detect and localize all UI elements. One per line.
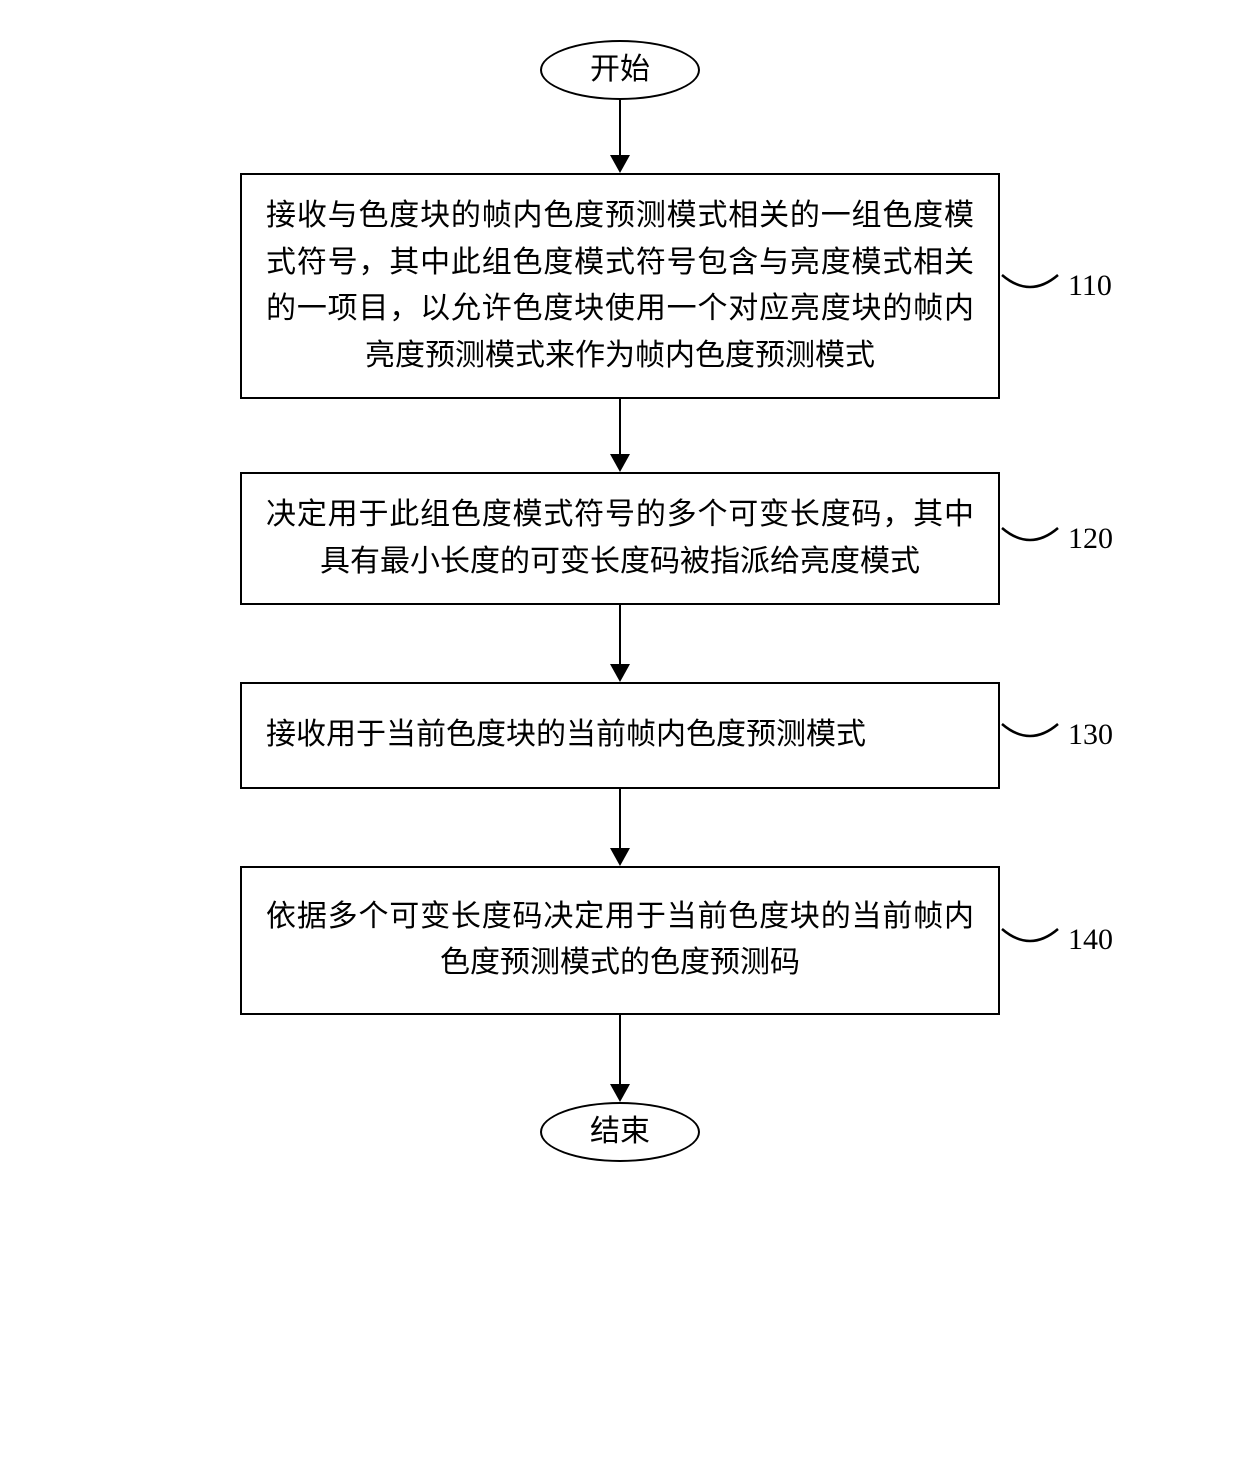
connector-curve-icon: [1000, 269, 1062, 303]
step-label-140: 140: [1000, 923, 1113, 957]
step-id: 120: [1068, 522, 1113, 556]
process-130: 接收用于当前色度块的当前帧内色度预测模式: [240, 682, 1000, 789]
step-label-120: 120: [1000, 522, 1113, 556]
arrow-shaft: [619, 789, 621, 849]
end-terminal: 结束: [540, 1102, 700, 1162]
step-row-130: 接收用于当前色度块的当前帧内色度预测模式 130: [240, 682, 1000, 789]
arrow-head: [610, 664, 630, 682]
arrow-head: [610, 155, 630, 173]
arrow-4: [610, 1015, 630, 1102]
step-label-130: 130: [1000, 718, 1113, 752]
arrow-shaft: [619, 100, 621, 156]
arrow-shaft: [619, 1015, 621, 1085]
process-110: 接收与色度块的帧内色度预测模式相关的一组色度模式符号，其中此组色度模式符号包含与…: [240, 173, 1000, 399]
arrow-1: [610, 399, 630, 472]
arrow-0: [610, 100, 630, 173]
arrow-3: [610, 789, 630, 866]
step-row-110: 接收与色度块的帧内色度预测模式相关的一组色度模式符号，其中此组色度模式符号包含与…: [240, 173, 1000, 399]
connector-curve-icon: [1000, 923, 1062, 957]
process-140: 依据多个可变长度码决定用于当前色度块的当前帧内色度预测模式的色度预测码: [240, 866, 1000, 1015]
process-120: 决定用于此组色度模式符号的多个可变长度码，其中具有最小长度的可变长度码被指派给亮…: [240, 472, 1000, 605]
flow-column: 开始 接收与色度块的帧内色度预测模式相关的一组色度模式符号，其中此组色度模式符号…: [240, 40, 1000, 1162]
process-text: 决定用于此组色度模式符号的多个可变长度码，其中具有最小长度的可变长度码被指派给亮…: [266, 498, 974, 578]
arrow-head: [610, 454, 630, 472]
arrow-shaft: [619, 605, 621, 665]
arrow-head: [610, 1084, 630, 1102]
process-text: 接收用于当前色度块的当前帧内色度预测模式: [266, 718, 866, 751]
step-id: 140: [1068, 923, 1113, 957]
step-id: 130: [1068, 718, 1113, 752]
arrow-shaft: [619, 399, 621, 455]
connector-curve-icon: [1000, 522, 1062, 556]
start-terminal: 开始: [540, 40, 700, 100]
process-text: 依据多个可变长度码决定用于当前色度块的当前帧内色度预测模式的色度预测码: [266, 900, 974, 980]
step-label-110: 110: [1000, 269, 1112, 303]
step-row-120: 决定用于此组色度模式符号的多个可变长度码，其中具有最小长度的可变长度码被指派给亮…: [240, 472, 1000, 605]
connector-curve-icon: [1000, 718, 1062, 752]
step-row-140: 依据多个可变长度码决定用于当前色度块的当前帧内色度预测模式的色度预测码 140: [240, 866, 1000, 1015]
arrow-head: [610, 848, 630, 866]
flowchart: 开始 接收与色度块的帧内色度预测模式相关的一组色度模式符号，其中此组色度模式符号…: [60, 40, 1180, 1162]
arrow-2: [610, 605, 630, 682]
start-label: 开始: [590, 53, 650, 86]
end-label: 结束: [590, 1115, 650, 1148]
process-text: 接收与色度块的帧内色度预测模式相关的一组色度模式符号，其中此组色度模式符号包含与…: [266, 199, 974, 372]
step-id: 110: [1068, 269, 1112, 303]
